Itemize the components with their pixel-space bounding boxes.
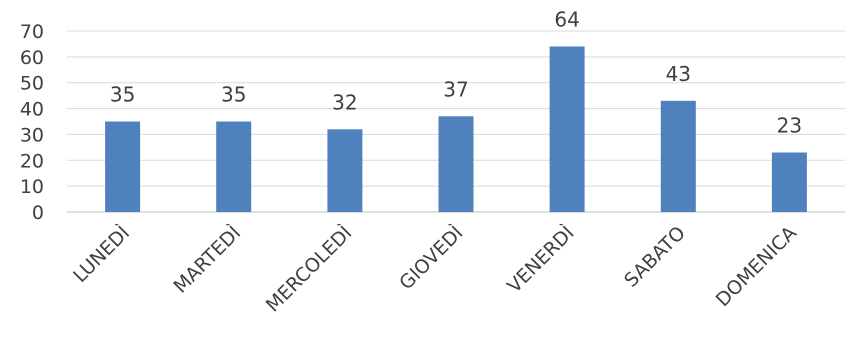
- x-tick-label: MERCOLEDÌ: [261, 221, 356, 316]
- y-tick-label: 10: [20, 176, 44, 198]
- y-tick-label: 60: [20, 47, 44, 69]
- y-tick-label: 50: [20, 73, 44, 95]
- bars: [105, 46, 807, 212]
- bar: [660, 100, 696, 212]
- bar: [105, 121, 141, 212]
- y-tick-label: 30: [20, 124, 44, 146]
- bar: [216, 121, 252, 212]
- data-label: 43: [666, 62, 691, 86]
- data-label: 35: [221, 83, 246, 107]
- data-labels: 35 35 32 37 64 43 23: [110, 8, 802, 138]
- data-label: 35: [110, 83, 135, 107]
- bar: [549, 46, 585, 212]
- x-tick-label: VENERDÌ: [503, 221, 579, 297]
- x-tick-label: SABATO: [620, 222, 690, 292]
- data-label: 64: [554, 8, 579, 32]
- bar: [771, 152, 807, 212]
- x-tick-label: LUNEDÌ: [68, 221, 134, 287]
- y-axis-ticks: 0 10 20 30 40 50 60 70: [20, 21, 44, 224]
- y-tick-label: 40: [20, 99, 44, 121]
- data-label: 32: [332, 90, 357, 114]
- bar: [438, 116, 474, 212]
- y-tick-label: 20: [20, 150, 44, 172]
- data-label: 23: [777, 114, 802, 138]
- x-tick-label: DOMENICA: [712, 222, 801, 311]
- x-axis-ticks: LUNEDÌ MARTEDÌ MERCOLEDÌ GIOVEDÌ VENERDÌ SABA…: [68, 221, 801, 316]
- x-tick-label: GIOVEDÌ: [395, 221, 468, 294]
- x-tick-label: MARTEDÌ: [169, 221, 245, 297]
- data-label: 37: [443, 77, 468, 101]
- bar: [327, 129, 363, 212]
- y-tick-label: 0: [32, 202, 44, 224]
- y-tick-label: 70: [20, 21, 44, 43]
